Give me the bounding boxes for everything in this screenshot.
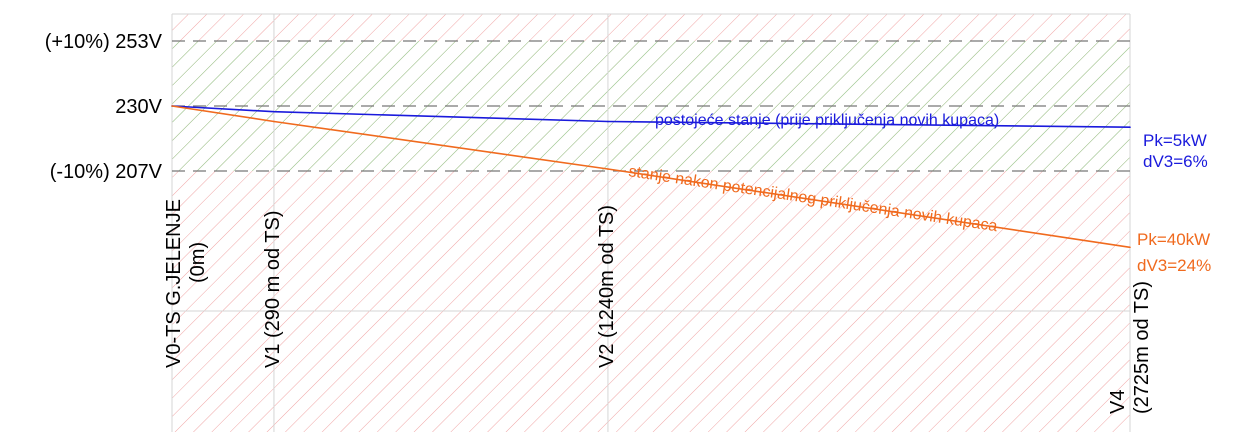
x-point-label-0: V0-TS G.JELENJE xyxy=(163,199,185,368)
x-point-label-3-line2: (2725m od TS) xyxy=(1131,281,1153,414)
series-1-point-3 xyxy=(1129,246,1131,249)
x-point-label-1: V1 (290 m od TS) xyxy=(262,211,284,368)
x-point-label-3: V4 xyxy=(1107,390,1129,414)
series-1-point-1 xyxy=(273,120,275,123)
series-0-label: postojeće stanje (prije priključenja nov… xyxy=(655,112,999,129)
series-line-0 xyxy=(171,105,1131,128)
allowed-band-hatch xyxy=(172,41,1130,171)
series-1-end-label-1: Pk=40kW xyxy=(1137,230,1210,249)
series-0-point-3 xyxy=(1129,126,1131,128)
x-point-label-0-line2: (0m) xyxy=(187,242,209,283)
x-point-labels: V0-TS G.JELENJE (0m) V1 (290 m od TS) V2 (1… xyxy=(163,199,1153,414)
series-0-end-label-2: dV3=6% xyxy=(1143,152,1208,171)
series-group xyxy=(171,105,1131,249)
series-0-end-label-1: Pk=5kW xyxy=(1143,131,1207,150)
y-tick-label: (-10%) 207V xyxy=(50,161,163,183)
series-1-point-2 xyxy=(607,168,609,170)
series-0-point-1 xyxy=(273,110,275,113)
y-tick-label: (+10%) 253V xyxy=(45,31,163,53)
series-line-1 xyxy=(171,105,1131,249)
y-tick-label: 230V xyxy=(115,96,162,118)
series-1-end-label-2: dV3=24% xyxy=(1137,256,1211,275)
series-0-point-2 xyxy=(607,120,609,123)
grid xyxy=(171,13,1131,432)
x-point-label-2: V2 (1240m od TS) xyxy=(596,205,618,368)
y-tick-labels: (+10%) 253V 230V (-10%) 207V xyxy=(45,31,163,183)
voltage-reference-lines xyxy=(172,40,1130,172)
series-1-point-0 xyxy=(171,105,173,107)
